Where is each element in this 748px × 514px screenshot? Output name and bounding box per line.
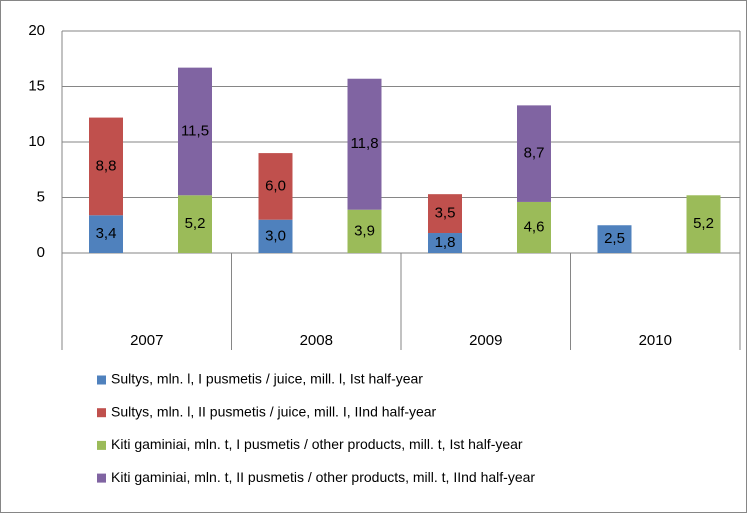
data-label: 3,5 xyxy=(435,205,456,222)
data-label: 3,9 xyxy=(354,222,375,239)
bar-segment xyxy=(347,78,382,210)
x-tick-label: 2010 xyxy=(639,332,672,349)
data-label: 11,8 xyxy=(350,135,378,152)
bar-segment xyxy=(178,195,212,253)
bar-segment xyxy=(428,194,462,234)
bar-segment xyxy=(686,195,721,253)
data-label: 8,8 xyxy=(96,157,117,174)
data-label: 2,5 xyxy=(604,230,625,247)
data-label: 8,7 xyxy=(524,145,545,162)
legend-swatch xyxy=(97,473,106,483)
data-label: 4,6 xyxy=(524,218,545,235)
y-tick-label: 20 xyxy=(28,22,45,39)
legend-swatch xyxy=(97,440,106,450)
bar-segment xyxy=(428,233,462,253)
bar-segment xyxy=(89,117,123,216)
legend-swatch xyxy=(97,375,106,385)
data-label: 3,4 xyxy=(96,225,117,242)
x-tick-label: 2007 xyxy=(130,332,163,349)
bar-segment xyxy=(597,225,632,253)
bar-segment xyxy=(347,209,382,253)
bar-segment xyxy=(258,219,293,253)
x-tick-label: 2008 xyxy=(300,332,333,349)
bar-segment xyxy=(178,67,212,196)
y-tick-label: 15 xyxy=(28,77,45,94)
data-label: 3,0 xyxy=(265,227,286,244)
bar-segment xyxy=(517,105,551,202)
bar-segment xyxy=(517,201,551,253)
bar-segment xyxy=(89,215,123,253)
data-label: 5,2 xyxy=(693,215,714,232)
data-label: 5,2 xyxy=(185,215,206,232)
data-label: 6,0 xyxy=(265,177,286,194)
y-tick-label: 10 xyxy=(28,133,45,150)
data-label: 11,5 xyxy=(181,122,209,139)
bar-segment xyxy=(258,153,293,220)
legend-label: Kiti gaminiai, mln. t, I pusmetis / othe… xyxy=(111,436,523,452)
x-tick-label: 2009 xyxy=(469,332,502,349)
legend-label: Sultys, mln. l, II pusmetis / juice, mil… xyxy=(111,403,437,419)
legend-label: Sultys, mln. l, I pusmetis / juice, mill… xyxy=(111,371,423,387)
data-label: 1,8 xyxy=(435,234,456,251)
y-tick-label: 0 xyxy=(37,244,45,261)
y-tick-label: 5 xyxy=(37,188,45,205)
legend-swatch xyxy=(97,408,106,418)
legend-label: Kiti gaminiai, mln. t, II pusmetis / oth… xyxy=(111,469,535,485)
